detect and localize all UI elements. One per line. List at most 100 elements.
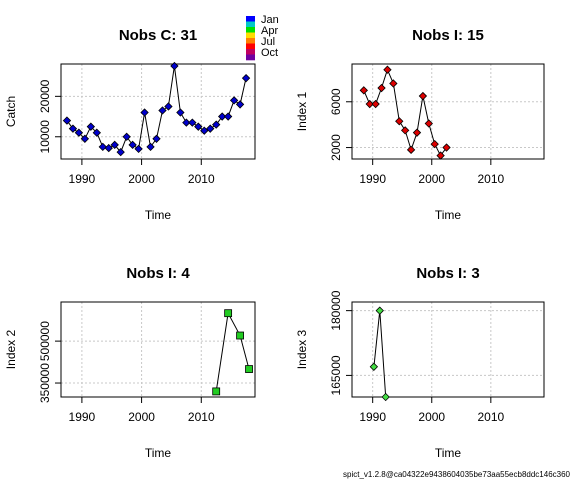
- y-tick-label: 2000: [329, 134, 343, 161]
- data-point: [188, 118, 197, 127]
- data-point: [110, 140, 119, 150]
- legend-color-swatch: [246, 16, 255, 22]
- y-tick-label: 500000: [38, 321, 52, 361]
- x-tick-label: 2000: [128, 172, 155, 186]
- grid-lines: [61, 302, 255, 397]
- data-point: [92, 128, 101, 137]
- chart-title: Nobs C: 31: [119, 27, 197, 44]
- data-point: [223, 112, 233, 121]
- plot-frame: [60, 63, 256, 160]
- x-tick-label: 1990: [359, 172, 386, 186]
- data-point: [235, 100, 245, 109]
- chart-panel-2: Nobs I: 15 1990 2000 2010 2000 6000 Time Index …: [295, 27, 545, 222]
- data-point: [375, 306, 384, 315]
- data-points: [369, 306, 390, 402]
- x-tick-label: 1990: [69, 410, 96, 424]
- y-axis-label: Index 1: [295, 91, 309, 131]
- x-tick-label: 2000: [418, 410, 445, 424]
- legend-month-label: Apr: [261, 25, 278, 37]
- legend-month-label: Oct: [261, 47, 278, 59]
- chart-panel-4: Nobs I: 3 1990 2000 2010 165000 180000 Time Ind…: [295, 265, 545, 460]
- data-point: [116, 147, 125, 157]
- plot-frame: [351, 63, 545, 160]
- data-point: [206, 124, 215, 133]
- x-tick-label: 2000: [418, 172, 445, 186]
- x-axis-label: Time: [145, 446, 172, 460]
- plot-frame: [60, 301, 256, 398]
- y-tick-label: 350000: [38, 363, 52, 403]
- data-point: [128, 140, 137, 150]
- data-point: [194, 122, 203, 131]
- y-axis-label: Index 2: [4, 329, 18, 369]
- data-point: [359, 86, 368, 95]
- y-tick-label: 165000: [329, 355, 343, 395]
- data-point: [412, 128, 422, 137]
- y-tick-label: 6000: [329, 88, 343, 115]
- data-point: [80, 134, 90, 143]
- x-axis-label: Time: [435, 208, 462, 222]
- legend-color-swatch: [246, 21, 255, 28]
- data-point: [158, 106, 167, 115]
- chart-title: Nobs I: 3: [416, 265, 479, 282]
- series-line: [215, 311, 250, 392]
- data-point: [104, 143, 113, 153]
- data-point: [436, 151, 445, 160]
- y-axis-label: Index 3: [295, 329, 309, 369]
- x-tick-label: 2010: [188, 172, 215, 186]
- x-axis-label: Time: [435, 446, 462, 460]
- data-point: [140, 108, 149, 117]
- chart-title: Nobs I: 15: [412, 27, 484, 44]
- data-point: [406, 145, 416, 155]
- data-point: [430, 139, 439, 149]
- x-tick-label: 2000: [128, 410, 155, 424]
- data-point: [365, 99, 374, 109]
- y-tick-label: 180000: [329, 290, 343, 330]
- footer-version-text: spict_v1.2.8@ca04322e9438604035be73aa55e…: [343, 470, 571, 479]
- data-point: [212, 387, 221, 396]
- data-point: [381, 392, 390, 402]
- data-point: [74, 128, 84, 137]
- data-point: [164, 102, 173, 111]
- data-point: [152, 134, 161, 143]
- data-point: [418, 91, 428, 101]
- legend-month-label: Jan: [261, 14, 279, 26]
- chart-panel-3: Nobs I: 4 1990 2000 2010 350000 500000 Time Ind…: [4, 265, 256, 460]
- legend-color-swatch: [246, 38, 255, 44]
- data-points: [359, 65, 451, 160]
- data-points: [212, 309, 253, 396]
- legend-color-swatch: [246, 43, 255, 50]
- data-point: [68, 124, 78, 133]
- y-tick-label: 10000: [38, 120, 52, 154]
- plot-frame: [351, 301, 545, 398]
- legend-color-swatch: [246, 32, 255, 39]
- data-point: [377, 83, 386, 93]
- data-point: [98, 142, 107, 152]
- legend-color-swatch: [246, 27, 255, 33]
- grid-lines: [352, 64, 544, 159]
- data-point: [122, 132, 131, 141]
- data-point: [401, 126, 410, 135]
- data-point: [224, 309, 233, 318]
- x-tick-label: 1990: [69, 172, 96, 186]
- data-point: [229, 96, 239, 105]
- data-point: [395, 117, 404, 126]
- data-points: [62, 61, 251, 157]
- series-line: [373, 310, 387, 398]
- x-tick-label: 1990: [359, 410, 386, 424]
- chart-title: Nobs I: 4: [126, 265, 190, 282]
- data-point: [212, 120, 221, 129]
- data-point: [146, 142, 155, 152]
- x-tick-label: 2010: [188, 410, 215, 424]
- data-point: [369, 362, 379, 371]
- data-point: [245, 365, 253, 373]
- x-axis-label: Time: [145, 208, 172, 222]
- data-point: [200, 126, 209, 135]
- grid-lines: [352, 302, 544, 397]
- chart-panel-1: Nobs C: 31 1990 2000 2010 10000 20000 Time Catc…: [4, 27, 256, 222]
- x-tick-label: 2010: [477, 410, 504, 424]
- data-point: [62, 116, 72, 125]
- data-point: [241, 73, 251, 83]
- grid-lines: [61, 64, 255, 159]
